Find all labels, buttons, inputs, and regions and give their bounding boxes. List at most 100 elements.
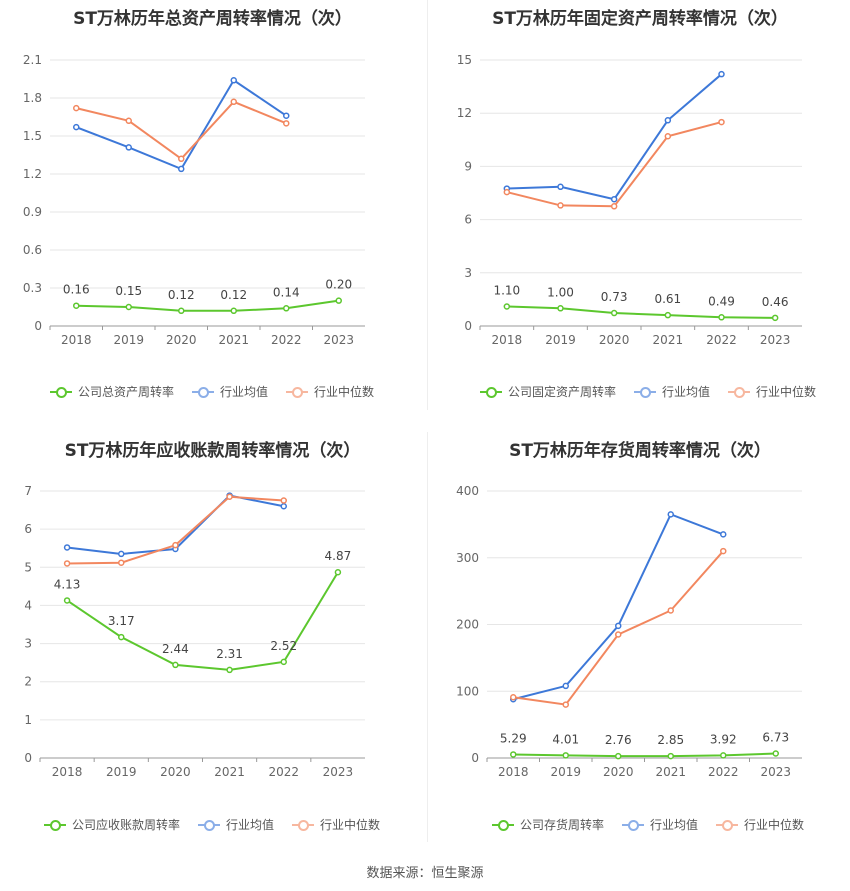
data-point-median — [562, 701, 569, 708]
legend-swatch-icon — [728, 386, 751, 398]
legend-swatch-icon — [44, 819, 66, 831]
data-label: 0.12 — [220, 288, 247, 302]
y-tick-label: 3 — [464, 266, 472, 280]
data-point-median — [172, 541, 179, 549]
y-tick-label: 1.2 — [23, 167, 42, 181]
divider-vertical-top — [427, 0, 428, 410]
data-point-company — [667, 752, 674, 760]
y-tick-label: 2.1 — [23, 53, 42, 67]
y-tick-label: 4 — [24, 598, 32, 612]
legend-item-median[interactable]: 行业中位数 — [292, 816, 380, 833]
y-tick-label: 100 — [456, 684, 479, 698]
y-tick-label: 1.8 — [23, 91, 42, 105]
data-point-median — [178, 155, 185, 163]
data-point-company — [280, 658, 287, 666]
legend-item-median[interactable]: 行业中位数 — [728, 383, 816, 400]
data-point-avg — [615, 622, 622, 630]
legend-label: 行业中位数 — [320, 818, 381, 832]
data-point-company — [718, 314, 725, 321]
x-tick-label: 2023 — [760, 333, 791, 347]
data-point-company — [664, 311, 672, 319]
data-point-median — [667, 607, 674, 614]
data-point-company — [771, 314, 779, 322]
y-tick-label: 0.9 — [23, 205, 42, 219]
data-point-median — [718, 118, 725, 126]
data-point-median — [610, 203, 618, 210]
y-tick-label: 1 — [24, 713, 32, 727]
x-tick-label: 2020 — [599, 333, 630, 347]
data-point-company — [230, 307, 237, 315]
chart-legend: 公司存货周转率 行业均值 行业中位数 — [492, 816, 804, 833]
legend-item-median[interactable]: 行业中位数 — [716, 816, 804, 833]
data-label: 2.44 — [162, 642, 189, 656]
y-tick-label: 3 — [24, 637, 32, 651]
legend-item-company[interactable]: 公司应收账款周转率 — [44, 816, 180, 833]
y-tick-label: 1.5 — [23, 129, 42, 143]
legend-label: 行业均值 — [662, 385, 711, 399]
data-point-company — [772, 750, 779, 757]
data-label: 0.49 — [708, 294, 735, 308]
data-point-avg — [718, 70, 725, 78]
legend-label: 公司总资产周转率 — [78, 385, 175, 399]
data-point-company — [125, 303, 132, 311]
x-tick-label: 2020 — [603, 765, 634, 779]
data-point-median — [664, 133, 672, 140]
legend-label: 公司应收账款周转率 — [72, 818, 181, 832]
y-tick-label: 0.3 — [23, 281, 42, 295]
data-label: 2.76 — [605, 733, 632, 747]
data-point-median — [63, 560, 71, 567]
data-label: 6.73 — [762, 731, 789, 745]
y-tick-label: 2 — [24, 675, 32, 689]
data-point-avg — [557, 183, 564, 191]
data-source-note: 数据来源：恒生聚源 — [366, 866, 484, 881]
data-point-avg — [610, 195, 618, 203]
data-point-avg — [63, 544, 71, 551]
data-point-company — [615, 752, 622, 760]
legend-item-company[interactable]: 公司总资产周转率 — [50, 383, 174, 400]
legend-item-avg[interactable]: 行业均值 — [622, 816, 698, 833]
x-tick-label: 2018 — [498, 765, 529, 779]
data-point-avg — [118, 550, 125, 558]
legend-item-avg[interactable]: 行业均值 — [634, 383, 710, 400]
data-point-median — [280, 497, 287, 504]
chart-title: ST万林历年存货周转率情况（次） — [509, 441, 771, 461]
chart-panel-fixed-asset-turnover: ST万林历年固定资产周转率情况（次） 0 3 6 9 12 15 2018 2019 2020 2… — [430, 0, 850, 410]
x-tick-label: 2019 — [106, 765, 137, 779]
legend-item-median[interactable]: 行业中位数 — [286, 383, 374, 400]
legend-label: 行业中位数 — [744, 818, 805, 832]
data-label: 5.29 — [500, 731, 527, 745]
data-point-company — [557, 305, 564, 312]
data-point-median — [283, 120, 290, 127]
data-point-avg — [230, 77, 237, 84]
legend-label: 行业均值 — [226, 818, 275, 832]
x-tick-label: 2021 — [653, 333, 684, 347]
x-tick-label: 2022 — [271, 333, 302, 347]
series-line-company — [76, 299, 339, 312]
chart-panel-receivables-turnover: ST万林历年应收账款周转率情况（次） 0 1 2 3 4 5 6 7 2018 2019 2020 2… — [0, 432, 425, 842]
legend-item-company[interactable]: 公司存货周转率 — [492, 816, 604, 833]
y-tick-label: 12 — [457, 106, 472, 120]
data-point-company — [610, 309, 618, 317]
data-point-company — [503, 303, 511, 310]
legend-item-company[interactable]: 公司固定资产周转率 — [480, 383, 616, 400]
data-label: 0.61 — [654, 292, 681, 306]
data-point-avg — [664, 117, 672, 124]
data-label: 0.12 — [168, 288, 195, 302]
x-tick-label: 2021 — [655, 765, 686, 779]
data-point-median — [118, 559, 125, 566]
legend-item-avg[interactable]: 行业均值 — [192, 383, 268, 400]
y-tick-label: 6 — [24, 522, 32, 536]
y-tick-label: 300 — [456, 551, 479, 565]
data-label: 2.31 — [216, 647, 243, 661]
data-point-median — [125, 117, 132, 125]
legend-item-avg[interactable]: 行业均值 — [198, 816, 274, 833]
line-chart-svg: 0 1 2 3 4 5 6 7 2018 2019 2020 2021 2022 2023 4.13 3.17… — [24, 484, 365, 779]
x-tick-label: 2023 — [760, 765, 791, 779]
data-point-avg — [125, 144, 132, 151]
chart-panel-inventory-turnover: ST万林历年存货周转率情况（次） 0 100 200 300 400 2018 2019 20… — [430, 432, 850, 842]
data-label: 3.92 — [710, 732, 737, 746]
data-point-company — [283, 305, 290, 312]
x-tick-label: 2022 — [708, 765, 739, 779]
line-chart-svg: 0 0.3 0.6 0.9 1.2 1.5 1.8 2.1 2018 2019 2020 2021 20… — [23, 53, 365, 347]
series-line-company — [513, 752, 776, 758]
